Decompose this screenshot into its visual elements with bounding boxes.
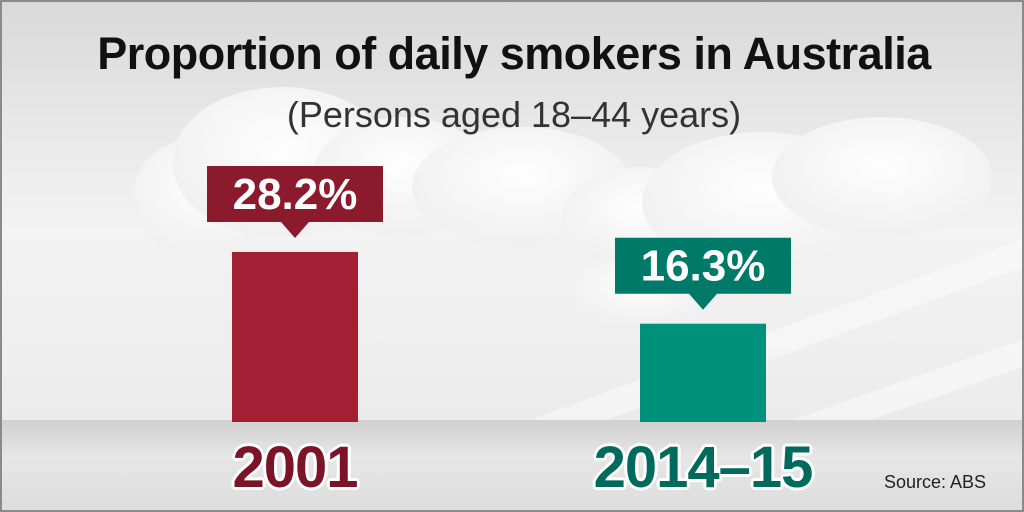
year-label-2014-15: 2014–15 <box>593 435 814 500</box>
bar-0 <box>232 251 358 422</box>
value-label-0: 28.2% <box>233 170 358 219</box>
bar-1 <box>640 323 766 422</box>
chart-title: Proportion of daily smokers in Australia <box>97 28 931 79</box>
year-label-2001: 2001 <box>232 435 358 500</box>
chart-subtitle: (Persons aged 18–44 years) <box>286 94 742 135</box>
value-callout-0 <box>207 165 383 238</box>
ground-band <box>2 420 1022 510</box>
value-callout-1 <box>615 237 791 310</box>
value-label-1: 16.3% <box>641 242 766 291</box>
source-note: Source: ABS <box>883 472 986 492</box>
